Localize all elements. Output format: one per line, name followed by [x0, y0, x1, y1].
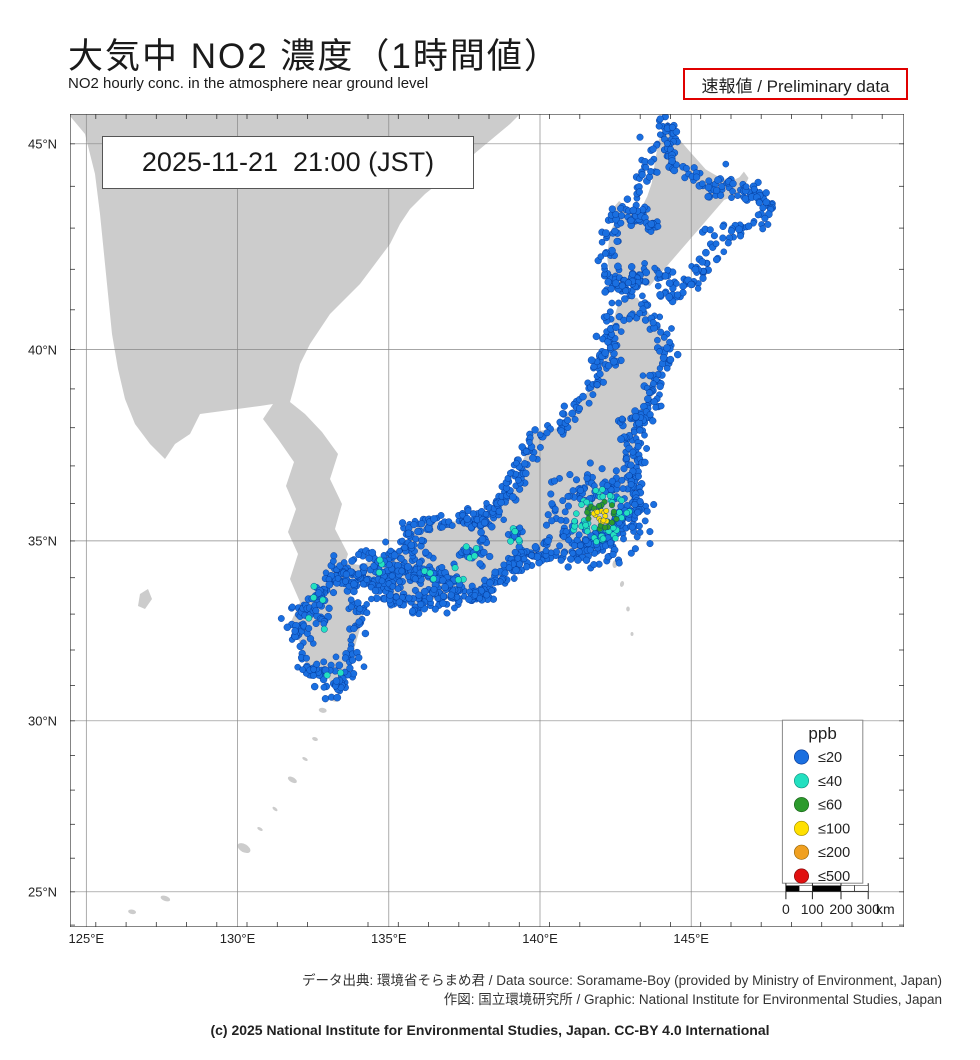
- svg-text:km: km: [876, 901, 895, 917]
- svg-text:200: 200: [829, 901, 853, 917]
- svg-text:≤500: ≤500: [818, 869, 850, 885]
- svg-text:≤40: ≤40: [818, 774, 842, 790]
- svg-text:≤20: ≤20: [818, 750, 842, 766]
- svg-text:ppb: ppb: [808, 724, 836, 743]
- svg-text:≤200: ≤200: [818, 845, 850, 861]
- svg-text:≤60: ≤60: [818, 798, 842, 814]
- svg-text:≤100: ≤100: [818, 821, 850, 837]
- svg-text:0: 0: [782, 901, 790, 917]
- svg-text:100: 100: [801, 901, 825, 917]
